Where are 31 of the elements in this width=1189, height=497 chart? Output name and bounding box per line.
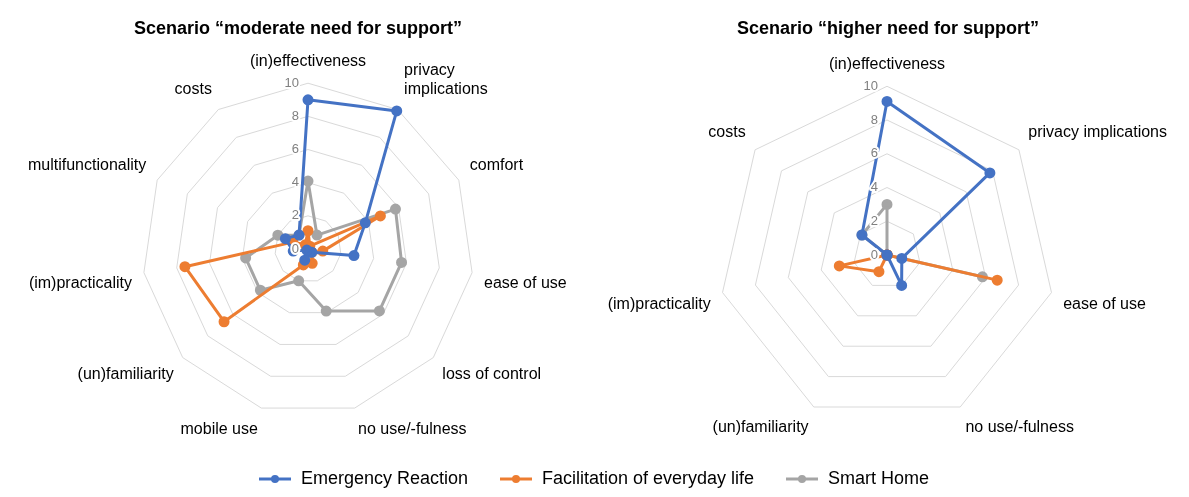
y-tick-label: 2 — [291, 207, 299, 223]
chart-title: Scenario “higher need for support” — [736, 17, 1040, 38]
spoke-label: (im)practicality — [28, 274, 133, 292]
y-tick-label: 6 — [291, 141, 299, 157]
spoke-label: (im)practicality — [607, 295, 711, 313]
y-tick-label: 10 — [284, 74, 299, 90]
spoke-label: ease of use — [483, 274, 567, 292]
y-tick-label: 10 — [863, 77, 878, 93]
legend-label: Emergency Reaction — [300, 468, 468, 489]
spoke-label: privacy implications — [404, 61, 488, 98]
spoke-label: comfort — [469, 155, 524, 173]
spoke-label: no use/-fulness — [358, 419, 467, 437]
legend-label: Smart Home — [828, 468, 930, 489]
y-tick-label: 8 — [870, 111, 878, 127]
y-tick-label: 2 — [870, 212, 878, 228]
y-tick-label: 8 — [291, 107, 299, 123]
spoke-label: loss of control — [442, 365, 542, 383]
spoke-label: privacy implications — [1028, 123, 1168, 141]
spoke-label: multifunctionality — [27, 155, 147, 173]
spoke-label: (in)effectiveness — [249, 52, 367, 70]
spoke-label: mobile use — [180, 419, 259, 437]
spoke-label: ease of use — [1063, 295, 1147, 313]
spoke-label: (un)familiarity — [77, 365, 174, 383]
spoke-label: costs — [708, 123, 746, 141]
chart-title: Scenario “moderate need for support” — [133, 17, 463, 38]
spoke-label: no use/-fulness — [965, 417, 1074, 435]
spoke-label: (in)effectiveness — [828, 55, 946, 73]
spoke-label: costs — [174, 80, 212, 98]
legend-label: Facilitation of everyday life — [541, 468, 755, 489]
spoke-label: (un)familiarity — [712, 417, 809, 435]
y-tick-label: 4 — [291, 174, 299, 190]
